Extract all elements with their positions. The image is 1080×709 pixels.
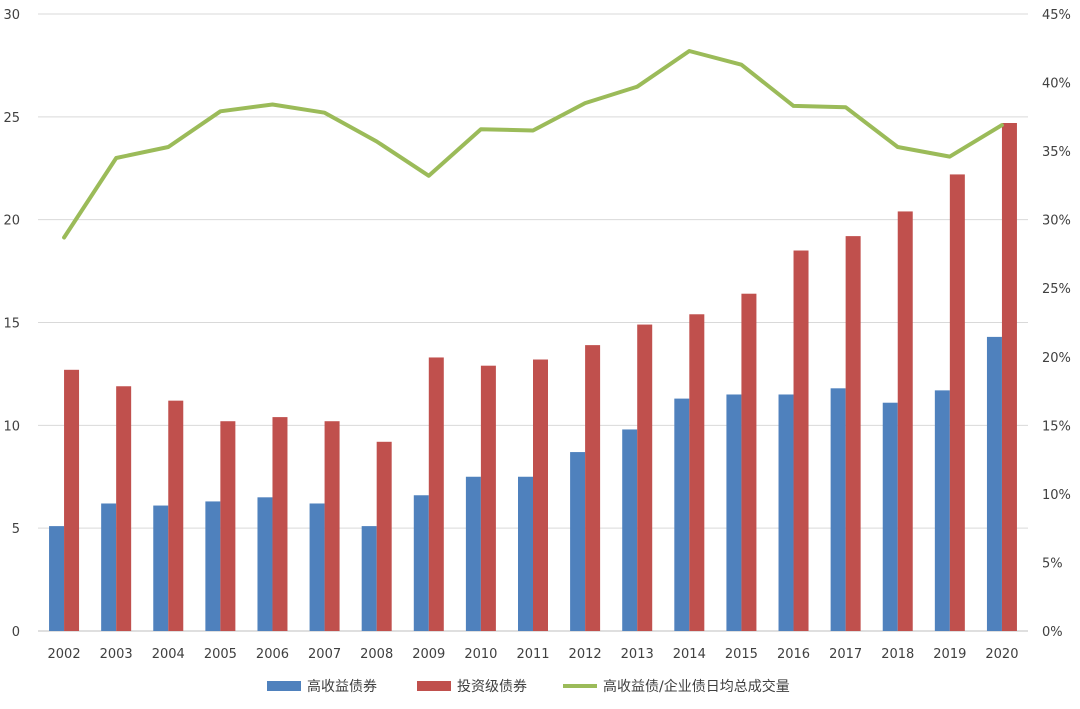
bar-investment-grade bbox=[585, 345, 601, 631]
x-tick-label: 2010 bbox=[464, 647, 497, 662]
x-tick-label: 2004 bbox=[152, 647, 185, 662]
right-tick-label: 40% bbox=[1042, 77, 1071, 92]
bar-investment-grade bbox=[116, 386, 132, 631]
bar-high-yield bbox=[309, 503, 325, 631]
bar-investment-grade bbox=[741, 293, 757, 631]
x-tick-label: 2003 bbox=[100, 647, 133, 662]
left-tick-label: 0 bbox=[12, 625, 20, 640]
legend-swatch bbox=[417, 681, 451, 691]
bar-investment-grade bbox=[897, 211, 913, 631]
bar-high-yield bbox=[674, 398, 690, 631]
bar-high-yield bbox=[570, 452, 586, 631]
bar-high-yield bbox=[518, 476, 533, 631]
bar-high-yield bbox=[205, 501, 221, 631]
bar-high-yield bbox=[413, 495, 429, 631]
bar-high-yield bbox=[882, 402, 898, 631]
x-tick-label: 2017 bbox=[829, 647, 862, 662]
x-tick-label: 2018 bbox=[881, 647, 914, 662]
bar-high-yield bbox=[622, 429, 638, 631]
right-tick-label: 0% bbox=[1042, 625, 1063, 640]
x-tick-label: 2012 bbox=[569, 647, 602, 662]
x-tick-label: 2014 bbox=[673, 647, 706, 662]
x-tick-label: 2015 bbox=[725, 647, 758, 662]
bar-high-yield bbox=[153, 505, 169, 631]
x-tick-label: 2005 bbox=[204, 647, 237, 662]
left-tick-label: 5 bbox=[12, 522, 20, 537]
line-series bbox=[62, 49, 1004, 240]
bar-high-yield bbox=[934, 390, 950, 631]
right-tick-label: 10% bbox=[1042, 488, 1071, 503]
bar-high-yield bbox=[986, 336, 1002, 631]
bar-investment-grade bbox=[480, 365, 496, 631]
right-tick-label: 5% bbox=[1042, 556, 1063, 571]
left-tick-label: 10 bbox=[3, 419, 20, 434]
bar-investment-grade bbox=[845, 236, 861, 631]
legend-label: 高收益债券 bbox=[307, 678, 377, 695]
x-tick-label: 2008 bbox=[360, 647, 393, 662]
x-tick-label: 2007 bbox=[308, 647, 341, 662]
bar-investment-grade bbox=[533, 359, 548, 631]
bar-investment-grade bbox=[1001, 123, 1017, 632]
bar-high-yield bbox=[101, 503, 117, 631]
legend-label: 高收益债/企业债日均总成交量 bbox=[603, 678, 790, 695]
bar-investment-grade bbox=[949, 174, 965, 632]
x-tick-label: 2002 bbox=[48, 647, 81, 662]
right-tick-label: 35% bbox=[1042, 145, 1071, 160]
x-tick-label: 2016 bbox=[777, 647, 810, 662]
left-tick-label: 30 bbox=[3, 8, 20, 23]
right-y-axis: 0% 5% 10% 15% 20% 25% 30% 35% 40% 45% bbox=[1042, 8, 1071, 640]
right-tick-label: 15% bbox=[1042, 419, 1071, 434]
bar-investment-grade bbox=[220, 421, 236, 631]
x-tick-label: 2009 bbox=[412, 647, 445, 662]
bar-high-yield bbox=[257, 497, 273, 631]
x-tick-label: 2020 bbox=[985, 647, 1018, 662]
left-tick-label: 15 bbox=[3, 317, 20, 332]
ratio-line bbox=[62, 49, 1004, 240]
bar-high-yield bbox=[830, 388, 846, 631]
x-axis: 2002 2003 2004 2005 2006 2007 2008 2009 2010 2011… bbox=[48, 647, 1019, 662]
legend-label: 投资级债券 bbox=[457, 679, 527, 695]
bar-investment-grade bbox=[793, 250, 809, 631]
right-tick-label: 25% bbox=[1042, 282, 1071, 297]
x-tick-label: 2011 bbox=[516, 647, 549, 662]
bar-investment-grade bbox=[689, 314, 705, 631]
bar-investment-grade bbox=[428, 357, 444, 631]
bar-investment-grade bbox=[64, 369, 80, 631]
left-y-axis: 0 5 10 15 20 25 30 bbox=[3, 8, 20, 640]
bar-investment-grade bbox=[324, 421, 340, 631]
right-tick-label: 30% bbox=[1042, 214, 1071, 229]
right-tick-label: 45% bbox=[1042, 8, 1071, 23]
bar-investment-grade bbox=[376, 441, 392, 631]
left-tick-label: 20 bbox=[3, 214, 20, 229]
legend: 高收益债券 投资级债券 高收益债/企业债日均总成交量 bbox=[267, 678, 790, 695]
legend-swatch bbox=[267, 681, 301, 691]
x-tick-label: 2006 bbox=[256, 647, 289, 662]
x-tick-label: 2019 bbox=[933, 647, 966, 662]
x-tick-label: 2013 bbox=[621, 647, 654, 662]
bar-investment-grade bbox=[637, 324, 653, 631]
bar-series bbox=[49, 123, 1017, 632]
bar-high-yield bbox=[361, 526, 377, 631]
right-tick-label: 20% bbox=[1042, 351, 1071, 366]
bar-high-yield bbox=[465, 476, 481, 631]
bar-high-yield bbox=[49, 526, 65, 631]
bar-high-yield bbox=[726, 394, 742, 631]
bar-investment-grade bbox=[168, 400, 184, 631]
bar-investment-grade bbox=[272, 417, 288, 631]
bar-high-yield bbox=[778, 394, 794, 631]
left-tick-label: 25 bbox=[3, 111, 20, 126]
